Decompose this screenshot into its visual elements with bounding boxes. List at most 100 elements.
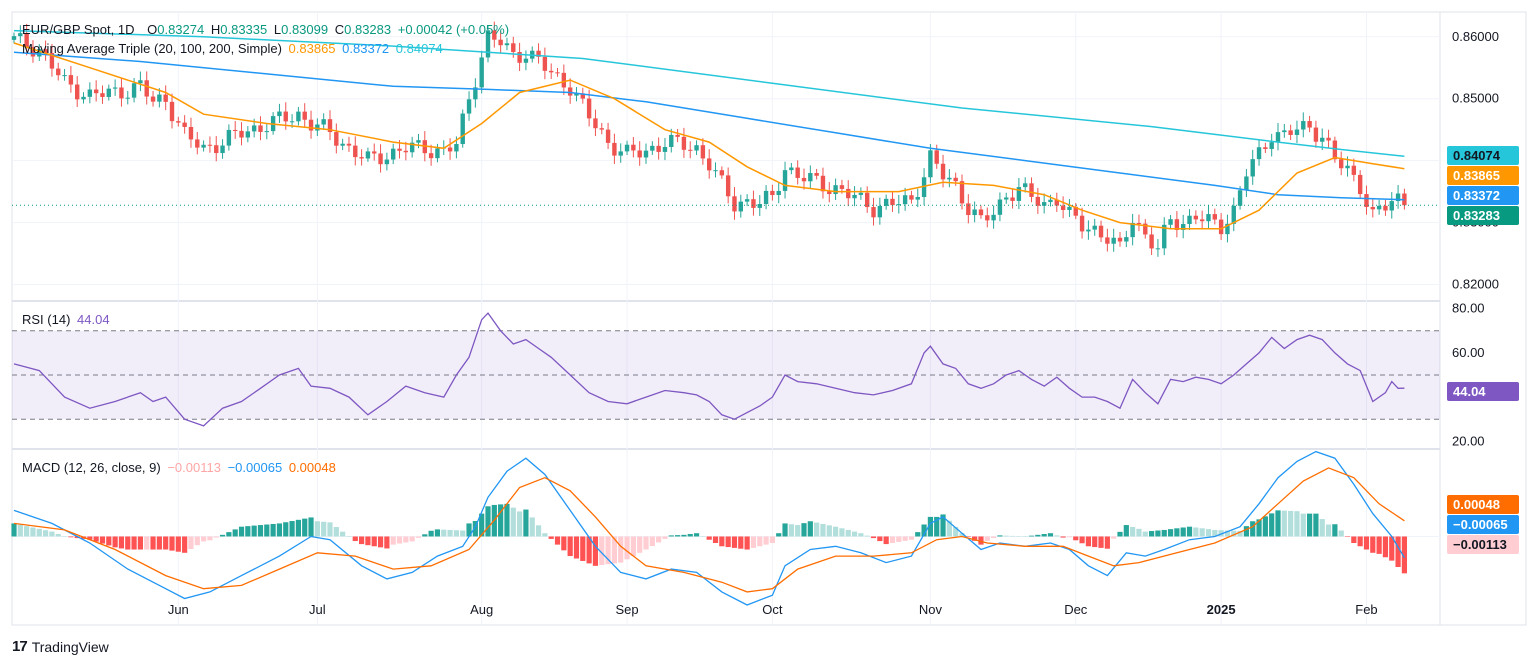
candle-body[interactable] [460,113,465,145]
candle-body[interactable] [416,140,421,143]
macd-histogram-bar[interactable] [99,536,106,544]
macd-histogram-bar[interactable] [422,534,428,537]
candle-body[interactable] [372,151,377,154]
candle-body[interactable] [997,199,1003,215]
candle-body[interactable] [251,125,257,132]
candle-body[interactable] [188,126,194,140]
macd-histogram-bar[interactable] [675,535,681,537]
candle-body[interactable] [1383,205,1388,211]
candle[interactable] [233,121,238,139]
candle[interactable] [966,194,971,224]
candle-body[interactable] [801,177,807,182]
candle-body[interactable] [365,151,371,159]
macd-histogram-bar[interactable] [889,536,896,543]
macd-histogram-bar[interactable] [826,525,832,537]
candle-body[interactable] [62,75,67,77]
macd-histogram-bar[interactable] [460,530,466,537]
candle-body[interactable] [567,87,573,96]
candle[interactable] [447,138,453,160]
candle-body[interactable] [909,195,914,200]
macd-histogram-bar[interactable] [1041,534,1047,537]
candle-body[interactable] [928,150,933,178]
candle[interactable] [18,25,23,44]
macd-histogram-bar[interactable] [1098,536,1104,548]
macd-histogram-bar[interactable] [384,536,390,549]
candle-body[interactable] [226,129,232,146]
candle[interactable] [1256,139,1262,166]
candle[interactable] [1199,210,1205,230]
macd-histogram-bar[interactable] [978,536,984,545]
candle-body[interactable] [536,50,541,57]
candle-body[interactable] [1376,205,1382,210]
macd-histogram-bar[interactable] [11,523,17,537]
candle[interactable] [536,43,541,64]
candle-body[interactable] [308,119,314,131]
macd-histogram-bar[interactable] [548,536,554,539]
macd-histogram-bar[interactable] [137,536,143,550]
macd-histogram-bar[interactable] [1307,513,1313,537]
candle-body[interactable] [409,142,415,153]
macd-histogram-bar[interactable] [188,536,194,549]
candle-body[interactable] [220,145,225,154]
candle-body[interactable] [934,150,939,164]
macd-histogram-bar[interactable] [1338,530,1344,537]
candle-body[interactable] [1136,222,1142,224]
candle[interactable] [1339,151,1344,176]
macd-signal-line[interactable] [13,467,1405,593]
candle[interactable] [1111,228,1116,252]
macd-histogram-bar[interactable] [757,536,763,547]
macd-histogram-bar[interactable] [1199,528,1205,537]
macd-histogram-bar[interactable] [36,528,42,537]
macd-histogram-bar[interactable] [870,536,877,539]
candle[interactable] [384,152,390,171]
macd-histogram-bar[interactable] [788,524,794,537]
candle-body[interactable] [921,177,927,198]
macd-histogram-bar[interactable] [498,504,504,537]
macd-histogram-bar[interactable] [845,529,851,537]
macd-histogram-bar[interactable] [1003,535,1009,537]
candle[interactable] [106,84,111,101]
candle-body[interactable] [1048,199,1053,203]
candle[interactable] [1326,129,1331,148]
candle[interactable] [808,165,813,189]
macd-histogram-bar[interactable] [997,535,1003,537]
macd-histogram-bar[interactable] [624,536,630,560]
candle-body[interactable] [681,136,687,150]
candle-body[interactable] [871,207,876,218]
candle-body[interactable] [985,215,990,221]
candle-body[interactable] [1218,219,1224,235]
candle[interactable] [75,76,80,107]
macd-histogram-bar[interactable] [984,536,990,541]
candle[interactable] [694,140,699,155]
candle[interactable] [605,122,611,149]
macd-histogram-bar[interactable] [340,531,346,537]
macd-histogram-bar[interactable] [144,536,150,550]
macd-histogram-bar[interactable] [1066,536,1073,538]
candle-body[interactable] [1206,214,1211,222]
candle-body[interactable] [662,147,668,152]
candle-body[interactable] [732,196,737,212]
candle[interactable] [637,141,642,166]
candle-body[interactable] [523,58,529,63]
candle-body[interactable] [283,111,288,122]
candle-body[interactable] [814,173,819,176]
macd-histogram-bar[interactable] [118,536,125,549]
candle[interactable] [732,187,737,220]
candle-body[interactable] [321,119,326,125]
candle-body[interactable] [150,96,156,102]
candle[interactable] [643,143,649,164]
ma200-line[interactable] [13,29,1405,158]
candle-body[interactable] [428,153,434,159]
candle[interactable] [586,89,592,127]
candle-body[interactable] [631,144,636,151]
candle[interactable] [473,78,478,108]
macd-histogram-bar[interactable] [1237,531,1243,537]
candle-body[interactable] [700,145,706,159]
candle-body[interactable] [827,191,832,195]
macd-histogram-bar[interactable] [1167,529,1174,537]
macd-histogram-bar[interactable] [441,529,447,537]
candle[interactable] [1098,220,1104,242]
candle-body[interactable] [877,205,883,218]
candle-body[interactable] [1149,234,1154,249]
macd-histogram-bar[interactable] [940,514,946,537]
